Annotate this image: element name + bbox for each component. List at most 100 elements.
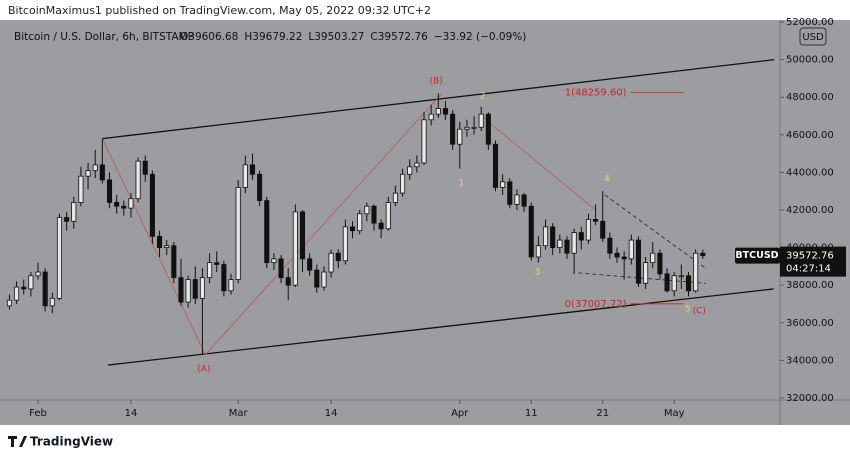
candle-body [643,262,649,284]
candle-body [521,194,527,207]
candle-body [171,245,177,279]
candle-body [414,162,420,168]
price-tag [780,246,846,277]
candle-body [564,239,570,254]
ohlc-key: O [180,31,188,43]
candle-body [292,211,298,286]
candle-body [99,164,105,181]
ohlc-value: 39572.76 [378,31,428,43]
candle-body [464,126,470,130]
candle-body [535,245,541,258]
candle-body [92,164,98,171]
candle-body [71,202,77,222]
candle-body [700,252,706,257]
chart-background [0,20,850,425]
candle-body [149,173,155,237]
candle-body [664,273,670,292]
candle-body [321,271,327,288]
candle-body [478,113,484,128]
price-label: 39572.76 [786,251,834,262]
candle-body [207,262,213,279]
ohlc-legend: O39606.68 H39679.22 L39503.27 C39572.76 −33.… [180,31,526,43]
candle-body [542,226,549,247]
y-tick-label: 32000.00 [786,393,834,404]
candle-body [199,277,205,299]
x-tick-label: 21 [596,408,609,419]
countdown-label: 04:27:14 [786,264,831,275]
candle-body [392,192,398,203]
candle-body [450,113,456,145]
wave-label: (C) [693,306,706,316]
candle-body [342,226,348,262]
candle-body [435,108,441,115]
candle-body [371,205,377,224]
candle-body [635,239,642,284]
candle-body [271,258,277,264]
candle-body [278,258,284,279]
candle-body [671,275,677,292]
candle-body [364,205,370,215]
candle-body [142,160,148,175]
candle-body [485,113,491,145]
candle-body [650,252,656,264]
candle-body [421,119,427,164]
x-tick-label: Mar [229,408,249,419]
candle-body [114,202,120,207]
ohlc-value: 39679.22 [252,31,302,43]
wave-label: 1 [458,178,464,188]
ohlc-change: −33.92 (−0.09%) [434,31,527,43]
chart-title: Bitcoin / U.S. Dollar, 6h, BITSTAMP [14,31,194,43]
wave-label: (B) [430,77,443,87]
y-tick-label: 38000.00 [786,280,834,291]
candle-body [385,202,391,230]
candle-body [135,160,141,200]
candle-body [106,179,113,203]
candle-body [593,218,599,222]
trend-line [108,288,774,366]
candle-body [600,220,606,239]
candle-body [442,108,449,115]
y-tick-label: 46000.00 [786,130,834,141]
footer-text: TradingView [30,435,113,449]
wave-label: 2 [480,91,486,101]
trend-line [578,272,706,284]
candle-body [156,235,163,248]
ohlc-value: 39606.68 [188,31,238,43]
wave-label: 5 [685,304,691,314]
y-tick-label: 50000.00 [786,55,834,66]
wave-label: 4 [604,174,610,184]
wave-label: (A) [197,364,210,374]
ohlc-value: 39503.27 [314,31,364,43]
x-tick-label: Apr [451,408,469,419]
x-tick-label: 14 [125,408,138,419]
candle-body [185,279,191,303]
candle-body [6,299,12,307]
candle-body [585,218,591,241]
candle-body [428,113,434,121]
currency-box [799,27,827,46]
symbol-tag [735,247,780,264]
symbol-label: BTCUSD [735,250,778,261]
candle-body [285,277,291,286]
fib-label: 0(37007.72) [565,299,627,310]
x-tick-label: 14 [325,408,338,419]
candle-body [35,271,41,277]
candle-body [228,279,234,292]
footer-logo: TradingView [8,435,113,449]
header: BitcoinMaximus1 published on TradingView… [8,4,431,17]
x-tick-label: Feb [29,408,47,419]
x-tick-label: May [664,408,685,419]
candle-body [121,205,127,209]
candle-body [56,217,63,299]
candle-body [685,275,692,292]
candle-body [242,164,248,188]
candle-body [21,286,27,290]
wave-label: 3 [535,268,541,278]
candle-body [678,275,684,278]
candle-body [78,175,84,203]
candle-body [28,275,34,290]
candle-body [507,181,513,205]
trend-line [480,115,596,211]
candle-body [693,252,699,292]
